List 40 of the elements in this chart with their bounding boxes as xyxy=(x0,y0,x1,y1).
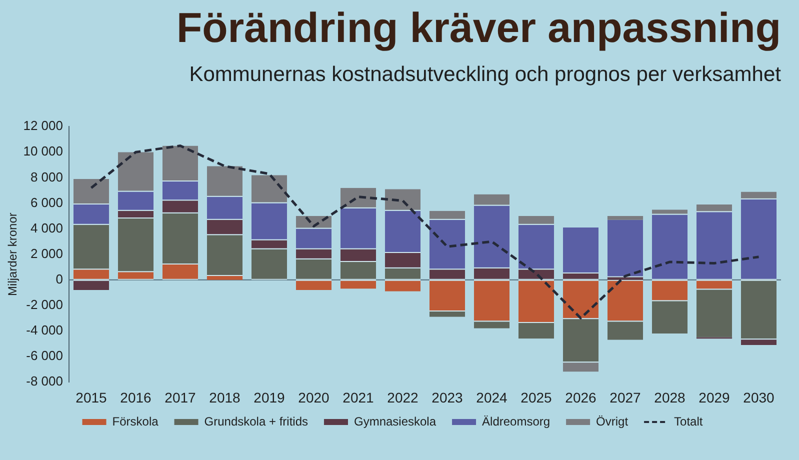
x-tick-label: 2015 xyxy=(76,389,108,406)
x-tick-label: 2019 xyxy=(254,389,286,406)
y-axis-title: Miljarder kronor xyxy=(6,212,20,296)
y-tick-label: 0 xyxy=(56,271,63,286)
bar xyxy=(607,216,644,220)
y-tick-label: 2 000 xyxy=(30,246,63,261)
y-tick-label: 12 000 xyxy=(23,118,63,134)
legend-label: Grundskola + fritids xyxy=(204,414,308,428)
x-tick-label: 2021 xyxy=(342,389,374,406)
line-series xyxy=(90,144,760,320)
x-tick-label: 2030 xyxy=(743,389,775,406)
x-tick-label: 2016 xyxy=(120,389,152,406)
x-tick-label: 2025 xyxy=(520,389,552,406)
chart-subtitle: Kommunernas kostnadsutveckling och prognos per verksamhet xyxy=(189,62,782,86)
y-tick-label: -8 000 xyxy=(26,374,63,389)
x-tick-label: 2017 xyxy=(164,389,196,406)
y-tick-label: -4 000 xyxy=(26,322,63,338)
bar xyxy=(206,276,243,280)
x-tick-label: 2029 xyxy=(698,389,730,406)
x-tick-label: 2024 xyxy=(476,389,508,406)
y-tick-label: 10 000 xyxy=(23,144,63,159)
chart-title: Förändring kräver anpassning xyxy=(176,4,781,51)
legend-label: Övrigt xyxy=(596,414,629,428)
x-tick-label: 2027 xyxy=(610,389,642,406)
legend-label: Gymnasieskola xyxy=(354,414,436,428)
bar xyxy=(607,277,644,280)
y-tick-label: 4 000 xyxy=(30,220,63,236)
x-tick-label: 2020 xyxy=(298,389,330,406)
y-tick-label: -6 000 xyxy=(26,348,63,364)
legend-label: Äldreomsorg xyxy=(482,414,550,428)
y-tick-label: 6 000 xyxy=(30,194,63,210)
x-tick-label: 2023 xyxy=(432,389,464,406)
legend-label: Totalt xyxy=(674,414,704,428)
x-tick-label: 2018 xyxy=(209,389,241,406)
x-tick-label: 2028 xyxy=(654,389,686,406)
y-tick-label: 8 000 xyxy=(30,169,63,184)
legend-label: Förskola xyxy=(112,414,159,428)
y-tick-label: -2 000 xyxy=(26,296,63,312)
x-tick-label: 2026 xyxy=(565,389,597,406)
x-tick-label: 2022 xyxy=(387,389,419,406)
